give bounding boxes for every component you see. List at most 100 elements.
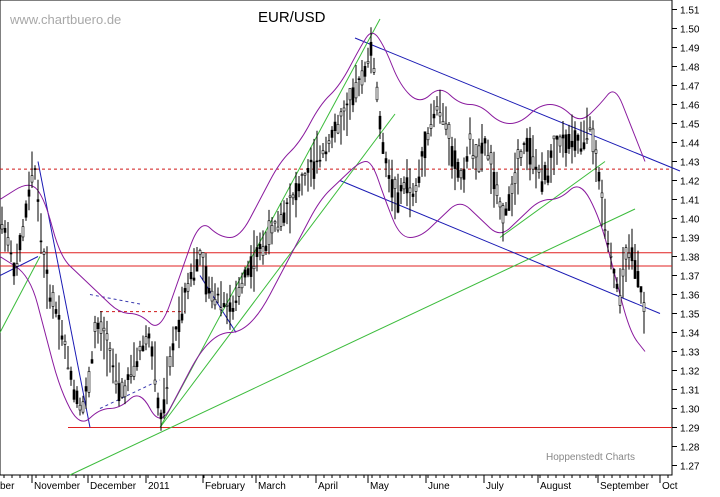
- x-tick-label: August: [540, 481, 571, 492]
- price-body: [636, 271, 640, 288]
- price-body: [189, 272, 193, 280]
- price-body: [126, 374, 130, 380]
- price-body: [264, 245, 268, 251]
- price-body: [42, 251, 46, 255]
- price-body: [78, 404, 82, 411]
- price-body: [642, 302, 646, 312]
- price-body: [66, 367, 70, 370]
- price-body: [129, 374, 133, 377]
- price-body: [153, 379, 157, 385]
- y-tick-label: 1.37: [680, 272, 700, 283]
- price-body: [540, 181, 544, 192]
- price-body: [477, 145, 481, 172]
- price-body: [48, 297, 52, 302]
- price-body: [456, 161, 460, 178]
- price-body: [75, 390, 79, 405]
- price-body: [462, 169, 466, 180]
- price-body: [216, 293, 220, 296]
- price-body: [411, 193, 415, 197]
- price-body: [438, 112, 442, 117]
- price-body: [582, 142, 586, 149]
- price-body: [639, 286, 643, 293]
- price-body: [255, 247, 259, 257]
- price-body: [177, 319, 181, 332]
- x-tick-label: Oct: [662, 481, 678, 492]
- price-body: [246, 268, 250, 276]
- price-body: [519, 150, 523, 158]
- dashed-line: [89, 294, 141, 305]
- y-tick-label: 1.49: [680, 44, 700, 55]
- price-body: [366, 60, 370, 64]
- price-body: [72, 389, 76, 400]
- price-body: [618, 295, 622, 306]
- y-tick-label: 1.41: [680, 196, 700, 207]
- trendline: [0, 256, 39, 276]
- price-body: [633, 260, 637, 279]
- y-tick-label: 1.28: [680, 443, 700, 454]
- price-body: [558, 136, 562, 147]
- price-body: [12, 262, 16, 277]
- y-tick-label: 1.44: [680, 139, 700, 150]
- price-body: [408, 187, 412, 193]
- price-body: [468, 133, 472, 140]
- price-body: [3, 228, 7, 233]
- price-body: [81, 401, 85, 413]
- x-tick-label: May: [370, 481, 389, 492]
- price-body: [339, 111, 343, 117]
- price-body: [606, 242, 610, 245]
- price-body: [231, 308, 235, 312]
- price-body: [414, 185, 418, 192]
- price-body: [237, 287, 241, 297]
- price-body: [267, 220, 271, 245]
- price-body: [621, 268, 625, 277]
- price-body: [279, 214, 283, 227]
- trendline: [0, 256, 41, 333]
- trendline: [159, 113, 396, 428]
- price-body: [195, 259, 199, 272]
- price-body: [15, 263, 19, 267]
- price-body: [147, 333, 151, 339]
- price-body: [375, 86, 379, 101]
- price-body: [597, 171, 601, 182]
- y-tick-label: 1.46: [680, 101, 700, 112]
- price-body: [378, 115, 382, 130]
- price-body: [243, 269, 247, 278]
- price-body: [30, 175, 34, 183]
- price-body: [393, 178, 397, 189]
- x-tick-label: April: [318, 481, 338, 492]
- price-body: [420, 151, 424, 157]
- price-body: [141, 345, 145, 352]
- price-body: [135, 361, 139, 368]
- price-body: [447, 124, 451, 139]
- price-body: [9, 252, 13, 255]
- y-tick-label: 1.27: [680, 462, 700, 473]
- price-body: [282, 212, 286, 223]
- price-body: [333, 121, 337, 132]
- price-body: [225, 304, 229, 307]
- price-body: [207, 287, 211, 294]
- x-tick-label: 2011: [148, 481, 170, 492]
- bollinger-lower: [0, 160, 646, 422]
- price-body: [495, 184, 499, 196]
- price-body: [498, 201, 502, 208]
- price-body: [159, 412, 163, 420]
- price-body: [105, 333, 109, 341]
- x-tick-label: June: [428, 481, 450, 492]
- x-tick-label: September: [600, 481, 650, 492]
- price-body: [423, 131, 427, 159]
- price-body: [222, 303, 226, 308]
- price-body: [504, 208, 508, 216]
- price-body: [531, 156, 535, 170]
- price-body: [99, 321, 103, 334]
- y-tick-label: 1.35: [680, 310, 700, 321]
- price-body: [627, 252, 631, 258]
- price-body: [369, 41, 373, 56]
- price-body: [123, 385, 127, 398]
- price-body: [309, 159, 313, 163]
- trendline: [69, 208, 636, 476]
- y-tick-label: 1.42: [680, 177, 700, 188]
- price-body: [501, 205, 505, 224]
- price-body: [18, 235, 22, 251]
- price-body: [114, 380, 118, 385]
- price-body: [84, 386, 88, 392]
